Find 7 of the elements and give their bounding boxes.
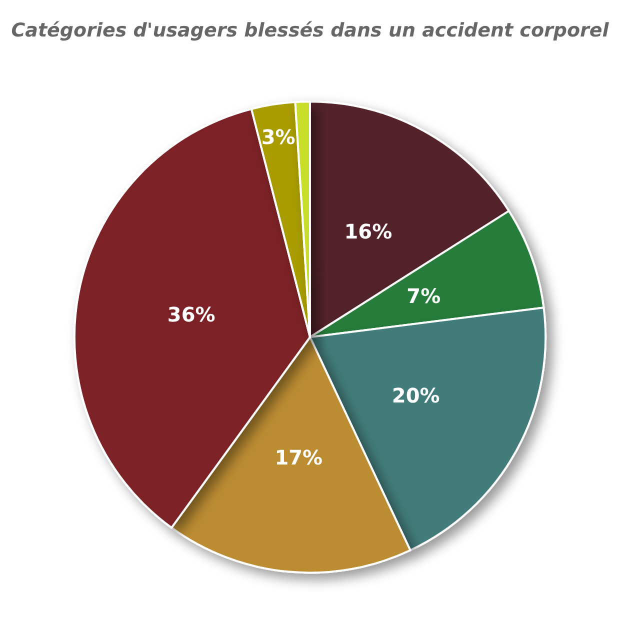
data-label: 3% bbox=[261, 125, 296, 150]
data-label: 36% bbox=[167, 302, 216, 326]
data-label: 20% bbox=[392, 383, 440, 408]
chart-title: Catégories d'usagers blessés dans un accident corporel bbox=[11, 20, 610, 42]
data-label: 7% bbox=[406, 284, 441, 308]
data-label: 16% bbox=[344, 219, 392, 244]
data-label: 17% bbox=[274, 445, 323, 470]
